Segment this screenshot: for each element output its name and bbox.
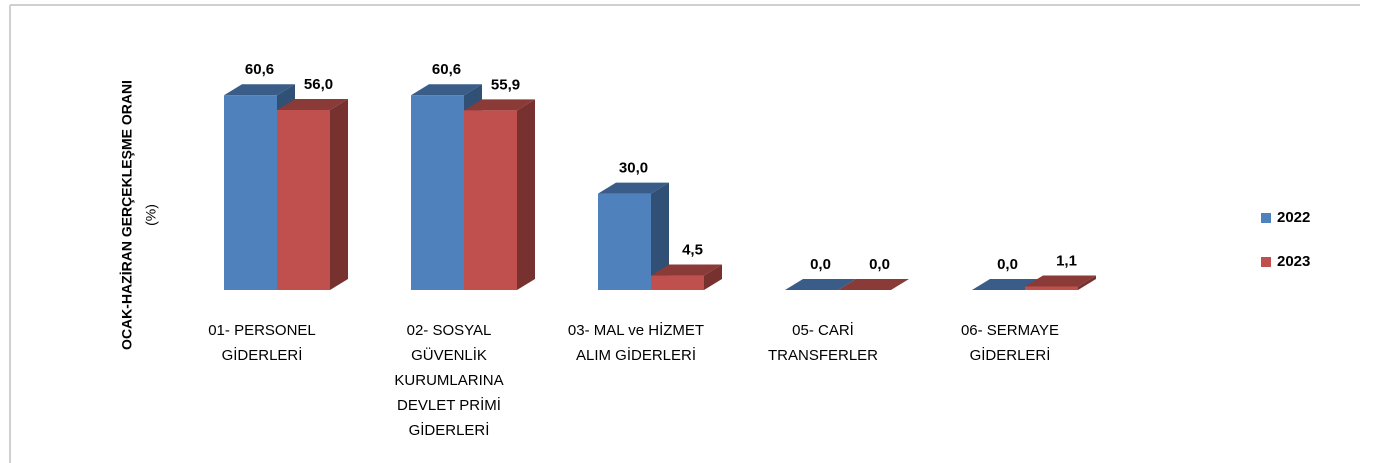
bar-side — [330, 99, 348, 290]
category-group — [785, 279, 909, 290]
bar — [598, 193, 651, 290]
bar-top — [411, 84, 482, 96]
bar — [651, 275, 704, 290]
category-group — [598, 182, 722, 290]
category-group — [411, 84, 535, 290]
legend-label: 2023 — [1277, 253, 1310, 270]
x-tick-label: GİDERLERİ — [222, 346, 303, 364]
bar-side — [704, 264, 722, 290]
bar-side — [1078, 275, 1096, 290]
x-tick-label: KURUMLARINA — [394, 372, 503, 389]
bar-top — [277, 99, 348, 110]
y-axis-label-line: (%) — [143, 204, 159, 226]
x-tick-label: ALIM GİDERLERİ — [576, 346, 696, 364]
x-tick-label: DEVLET PRİMİ — [397, 396, 501, 414]
x-tick-label: TRANSFERLER — [768, 347, 878, 364]
bar-top — [1025, 275, 1096, 287]
value-label: 60,6 — [245, 61, 274, 78]
legend-swatch — [1261, 257, 1271, 267]
value-label: 60,6 — [432, 61, 461, 78]
bar — [1025, 286, 1078, 290]
value-label: 0,0 — [810, 256, 831, 273]
bar — [411, 95, 464, 290]
value-label: 56,0 — [304, 76, 333, 93]
y-axis-label: OCAK-HAZİRAN GERÇEKLEŞME ORANI (%) — [119, 80, 159, 350]
bar-top — [785, 279, 856, 290]
bar-top — [224, 84, 295, 96]
category-group — [224, 84, 348, 290]
bar-top — [598, 182, 669, 194]
value-label: 0,0 — [869, 256, 890, 273]
legend-label: 2022 — [1277, 209, 1310, 226]
value-label: 0,0 — [997, 256, 1018, 273]
category-group — [972, 275, 1096, 290]
legend-swatch — [1261, 213, 1271, 223]
bar — [277, 110, 330, 290]
value-label: 30,0 — [619, 160, 648, 177]
value-label: 55,9 — [491, 76, 520, 93]
x-tick-label: 05- CARİ — [792, 321, 854, 339]
bar — [224, 95, 277, 290]
bar-top — [651, 264, 722, 276]
x-tick-label: 01- PERSONEL — [208, 322, 316, 339]
x-tick-label: GİDERLERİ — [409, 421, 490, 439]
value-label: 4,5 — [682, 242, 703, 259]
bar — [464, 110, 517, 290]
bar-side — [651, 182, 669, 290]
bar-top — [838, 279, 909, 290]
x-tick-label: 03- MAL ve HİZMET — [568, 321, 704, 339]
x-tick-label: 06- SERMAYE — [961, 322, 1059, 339]
x-tick-label: 02- SOSYAL — [407, 322, 492, 339]
x-tick-label: GÜVENLİK — [411, 346, 487, 364]
value-label: 1,1 — [1056, 252, 1077, 269]
x-tick-label: GİDERLERİ — [970, 346, 1051, 364]
bar-top — [464, 99, 535, 111]
y-axis-label-line: OCAK-HAZİRAN GERÇEKLEŞME ORANI — [119, 80, 135, 350]
bar-side — [517, 99, 535, 290]
